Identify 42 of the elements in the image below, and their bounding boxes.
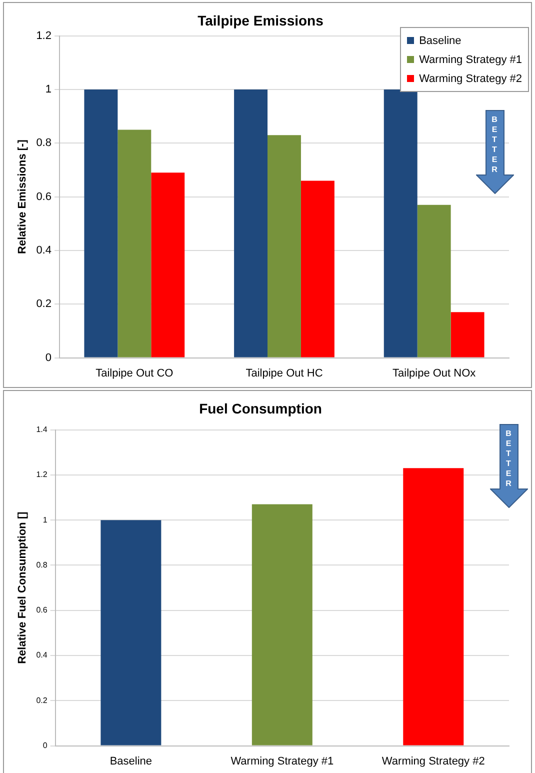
y-axis-title: Relative Emissions [-]: [16, 139, 29, 254]
annotation: BETTER: [490, 115, 499, 175]
x-tick-label: Baseline: [110, 755, 152, 768]
y-tick-label: 0: [42, 741, 48, 750]
x-tick-label: Warming Strategy #2: [382, 755, 485, 768]
x-tick-label: Tailpipe Out CO: [96, 367, 174, 380]
y-tick-label: 0.8: [36, 560, 48, 570]
y-tick-label: 0.4: [36, 244, 52, 256]
x-tick-label: Warming Strategy #1: [230, 755, 334, 768]
x-tick-label: Tailpipe Out HC: [246, 367, 323, 380]
legend-label: Warming Strategy #2: [419, 72, 522, 84]
bar: [252, 504, 312, 746]
bar: [151, 172, 185, 358]
y-tick-label: 1: [42, 515, 48, 524]
chart-title: Tailpipe Emissions: [198, 12, 324, 28]
legend-label: Baseline: [419, 34, 462, 46]
y-tick-label: 1.4: [36, 425, 48, 434]
y-tick-label: 1.2: [36, 470, 48, 480]
bar: [417, 204, 451, 358]
chart-title: Fuel Consumption: [199, 400, 322, 416]
y-tick-label: 0.2: [36, 298, 52, 310]
bar: [450, 312, 484, 358]
bar: [118, 130, 152, 358]
bar: [403, 468, 464, 746]
bar: [100, 520, 162, 746]
y-tick-label: 1.2: [36, 30, 52, 42]
bar: [234, 89, 268, 358]
bar: [268, 135, 301, 358]
y-tick-label: 0: [45, 352, 52, 364]
bar: [300, 180, 334, 358]
legend-label: Warming Strategy #1: [419, 54, 522, 66]
bar: [84, 89, 118, 358]
bar: [384, 89, 418, 358]
annotation: BETTER: [504, 429, 513, 489]
y-axis-title: Relative Fuel Consumption []: [16, 511, 29, 664]
x-tick-label: Tailpipe Out NOx: [392, 367, 476, 380]
y-tick-label: 0.4: [36, 650, 48, 660]
y-tick-label: 0.6: [36, 190, 52, 203]
y-tick-label: 1: [45, 84, 52, 96]
y-tick-label: 0.6: [36, 606, 48, 615]
y-tick-label: 0.8: [36, 137, 52, 150]
y-tick-label: 0.2: [36, 696, 48, 705]
